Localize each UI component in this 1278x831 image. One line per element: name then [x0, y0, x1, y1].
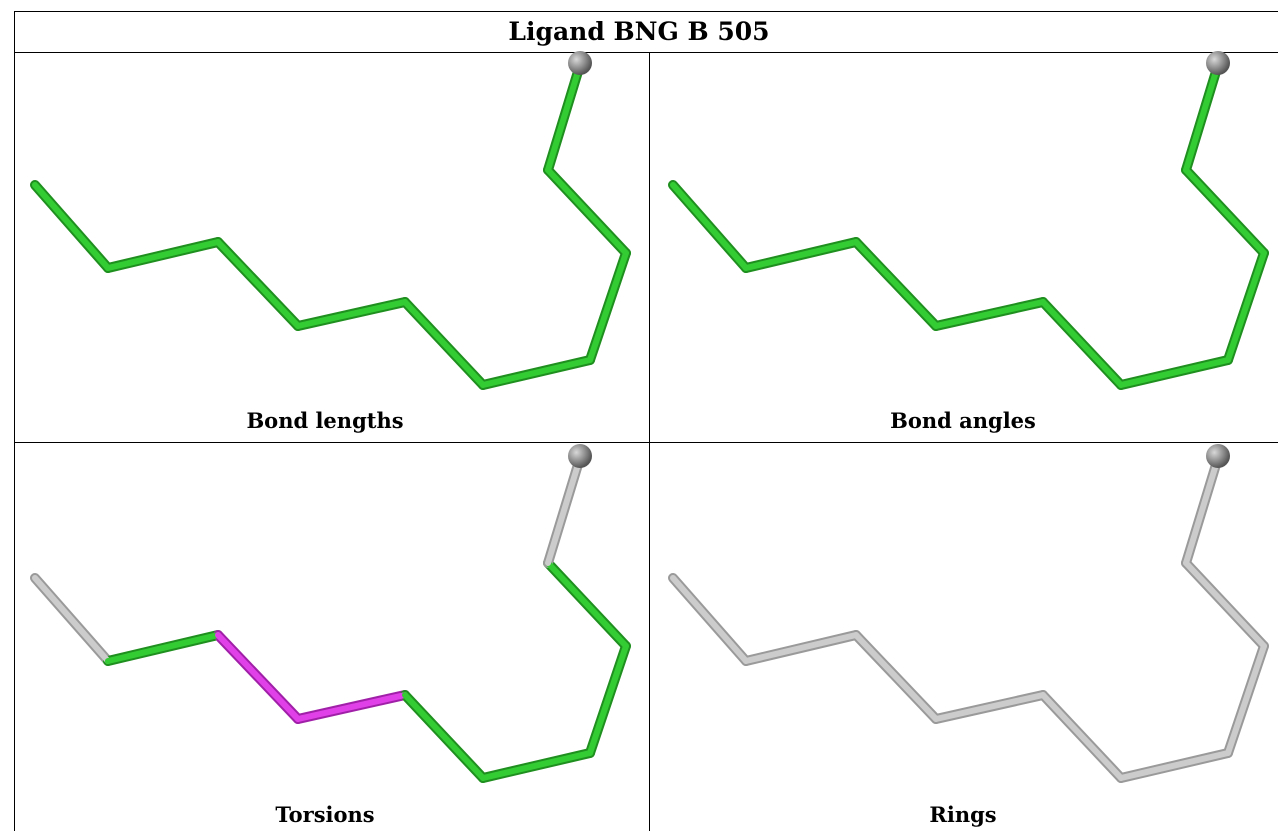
bond	[295, 692, 408, 722]
molecule-rings	[668, 444, 1269, 783]
bond	[295, 299, 408, 329]
bond	[853, 239, 939, 329]
bond	[545, 560, 629, 649]
bond	[670, 575, 749, 664]
caption-bond-lengths: Bond lengths	[246, 408, 404, 433]
bond	[743, 239, 859, 271]
bond	[402, 692, 486, 781]
bond	[1183, 455, 1221, 566]
atom-sphere	[1206, 51, 1230, 75]
bond	[670, 182, 749, 271]
bond	[1225, 643, 1267, 756]
molecule-torsions	[30, 444, 631, 783]
bond	[1040, 299, 1124, 388]
bond	[545, 455, 583, 566]
atom-sphere	[568, 51, 592, 75]
bond	[853, 632, 939, 722]
top-border	[14, 11, 1278, 12]
bond	[1183, 62, 1221, 173]
bond	[1225, 250, 1267, 363]
bond	[215, 239, 301, 329]
bond	[587, 250, 629, 363]
bond	[1183, 560, 1267, 649]
column-divider	[649, 52, 650, 831]
bond	[480, 750, 593, 781]
caption-bond-angles: Bond angles	[890, 408, 1036, 433]
molecule-bond-angles	[668, 51, 1269, 390]
caption-torsions: Torsions	[275, 802, 375, 827]
bond	[32, 182, 111, 271]
atom-sphere	[1206, 444, 1230, 468]
title-divider	[14, 52, 1278, 53]
bond	[215, 632, 301, 722]
bond	[933, 299, 1046, 329]
bond	[587, 643, 629, 756]
bond	[402, 299, 486, 388]
bond	[480, 357, 593, 388]
bond	[1040, 692, 1124, 781]
molecule-bond-lengths	[30, 51, 631, 390]
left-border	[14, 11, 15, 831]
row-divider	[14, 442, 1278, 443]
figure-title: Ligand BNG B 505	[508, 17, 770, 46]
bond	[545, 62, 583, 173]
atom-sphere	[568, 444, 592, 468]
bond	[1118, 750, 1231, 781]
bond	[1118, 357, 1231, 388]
bond	[545, 167, 629, 256]
caption-rings: Rings	[929, 802, 997, 827]
bond	[105, 239, 221, 271]
bond	[32, 575, 111, 664]
bond	[105, 632, 221, 664]
bond	[933, 692, 1046, 722]
bond	[743, 632, 859, 664]
bond	[1183, 167, 1267, 256]
